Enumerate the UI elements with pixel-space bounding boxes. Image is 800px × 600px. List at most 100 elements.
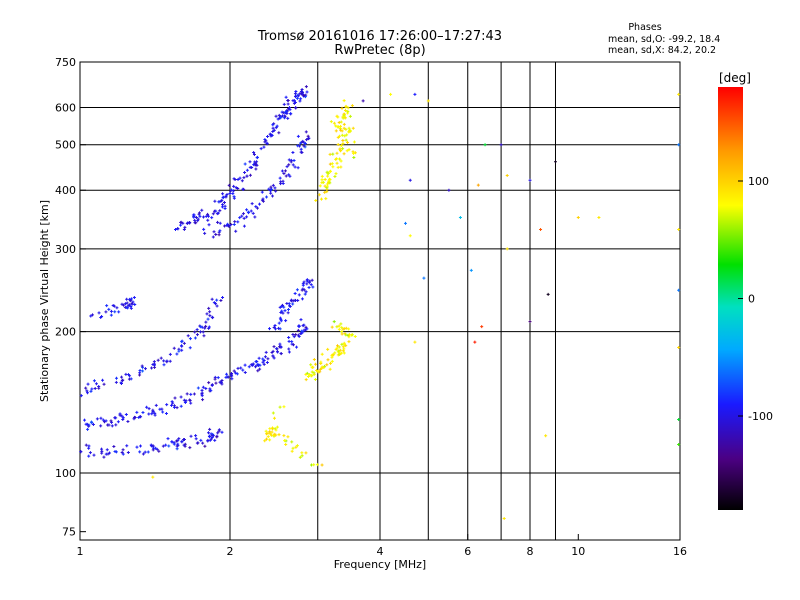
data-point [335,161,339,165]
data-point [336,142,340,146]
data-point [211,235,215,239]
data-point [135,445,139,449]
y-tick-label: 600 [55,102,76,115]
data-point [209,432,213,436]
data-point [195,333,199,337]
data-point [294,89,298,93]
data-point [125,444,129,448]
data-point [332,320,336,324]
data-point [182,398,186,402]
data-point [264,432,268,436]
data-point [302,93,306,97]
data-point [273,427,277,431]
data-point [278,327,282,331]
data-point [447,188,451,192]
data-point [92,453,96,457]
data-point [102,455,106,459]
data-point [254,167,258,171]
data-point [348,129,352,133]
data-point [89,420,93,424]
data-point [330,359,334,363]
data-point [278,176,282,180]
data-point [215,435,219,439]
data-point [189,401,193,405]
data-point [116,420,120,424]
data-point [157,449,161,453]
data-point [104,310,108,314]
data-point [245,208,249,212]
data-point [677,92,681,96]
data-point [282,405,286,409]
data-point [85,389,89,393]
data-point [305,90,309,94]
data-point [281,114,285,118]
data-point [336,165,340,169]
data-point [271,194,275,198]
colorbar: [deg] 100 0 -100 [718,71,773,510]
data-point [120,414,124,418]
data-point [200,391,204,395]
data-point [201,330,205,334]
data-point [154,403,158,407]
data-point [347,340,351,344]
data-point [179,221,183,225]
data-point [245,174,249,178]
data-point [325,190,329,194]
data-point [256,369,260,373]
data-point [245,215,249,219]
data-point [282,172,286,176]
data-point [210,383,214,387]
data-point [164,443,168,447]
data-point [234,229,238,233]
data-point [271,183,275,187]
data-point [208,314,212,318]
data-point [223,224,227,228]
data-point [205,312,209,316]
data-point [293,100,297,104]
data-point [290,449,294,453]
data-point [200,394,204,398]
data-point [274,114,278,118]
data-point [677,417,681,421]
data-point [202,334,206,338]
data-point [84,443,88,447]
data-point [499,143,503,147]
data-point [327,179,331,183]
data-point [126,451,130,455]
data-point [342,122,346,126]
data-point [155,447,159,451]
data-point [129,306,133,310]
plot-area: 1 2 4 6 8 10 16 75 100 200 300 400 500 600 750 [55,56,687,558]
data-point [341,116,345,120]
data-point [170,440,174,444]
data-point [248,173,252,177]
data-point [297,293,301,297]
data-point [219,298,223,302]
data-point [280,304,284,308]
data-point [286,102,290,106]
data-point [193,330,197,334]
stats-line-o: mean, sd,O: -99.2, 18.4 [608,34,720,45]
data-point [214,381,218,385]
data-point [175,447,179,451]
data-point [330,325,334,329]
data-point [261,197,265,201]
data-point [329,120,333,124]
data-point [143,367,147,371]
data-point [184,399,188,403]
data-point [283,169,287,173]
data-point [261,360,265,364]
data-point [109,419,113,423]
data-point [304,378,308,382]
data-point [174,439,178,443]
data-point [544,434,548,438]
data-point [188,399,192,403]
data-point [165,359,169,363]
data-point [351,151,355,155]
data-point [289,112,293,116]
data-point [286,308,290,312]
data-point [209,389,213,393]
data-point [257,356,261,360]
data-point [110,420,114,424]
data-point [345,133,349,137]
